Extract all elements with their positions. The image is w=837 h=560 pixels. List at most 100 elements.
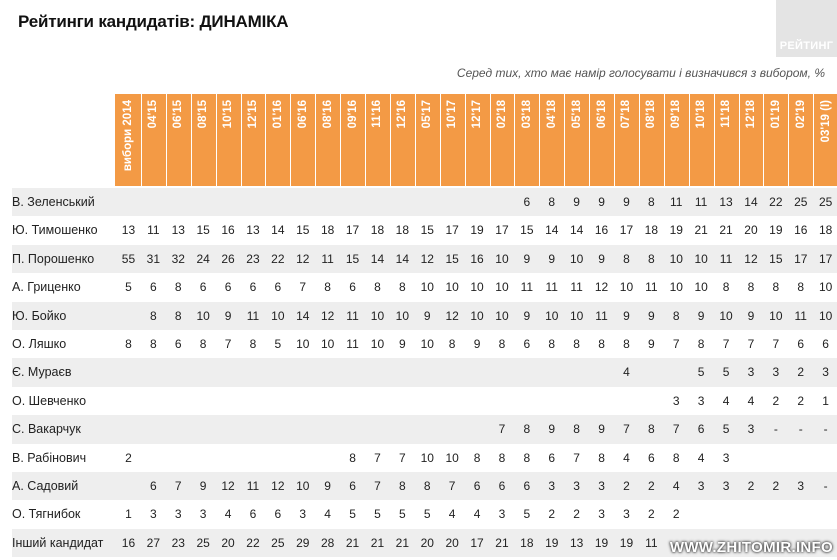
rating-value: 5 [274, 336, 282, 351]
column-header: 06'18 [589, 94, 614, 186]
rating-value: 6 [498, 478, 506, 493]
rating-value: 15 [445, 251, 459, 266]
rating-value: 7 [224, 336, 232, 351]
rating-value: 8 [598, 336, 605, 351]
rating-value: 2 [623, 478, 630, 493]
header-separator [190, 94, 192, 186]
candidate-name: В. Рабінович [12, 450, 87, 465]
rating-value: 11 [246, 478, 260, 493]
rating-value: 55 [121, 251, 136, 266]
rating-value: 10 [669, 251, 683, 266]
candidate-name: Є. Мураєв [12, 365, 72, 380]
rating-value: 10 [694, 251, 708, 266]
column-header: 03'18 [514, 94, 539, 186]
rating-value: 2 [548, 507, 556, 522]
column-header: 12'15 [241, 94, 266, 186]
rating-value: 10 [669, 280, 683, 295]
rating-value: 6 [349, 478, 356, 493]
column-header: 11'18 [714, 94, 739, 186]
column-header-label: 01'19 [769, 100, 782, 129]
candidate-name: П. Порошенко [12, 251, 95, 266]
rating-value: 9 [598, 251, 605, 266]
rating-value: 14 [370, 251, 385, 266]
rating-value: 3 [174, 507, 182, 522]
rating-value: 7 [374, 450, 381, 465]
rating-value: 4 [448, 507, 456, 522]
column-header-label: 11'18 [720, 100, 733, 128]
rating-value: 8 [498, 336, 506, 351]
rating-value: 8 [623, 336, 630, 351]
rating-value: 18 [644, 223, 659, 238]
column-header-label: 06'18 [595, 100, 608, 129]
rating-value: 18 [370, 223, 385, 238]
header-separator [688, 94, 690, 186]
rating-value: 10 [569, 251, 584, 266]
candidate-name: С. Вакарчук [12, 422, 81, 437]
rating-value: 21 [719, 223, 733, 238]
rating-value: 10 [818, 280, 833, 295]
rating-value: 14 [545, 223, 559, 238]
rating-value: 20 [221, 535, 235, 550]
candidate-name: О. Шевченко [12, 393, 87, 408]
rating-value: 12 [320, 308, 335, 323]
rating-value: 8 [647, 422, 655, 437]
column-header-label: 12'16 [396, 100, 409, 129]
rating-value: 8 [573, 336, 580, 351]
header-separator [514, 94, 516, 186]
rating-value: 11 [570, 280, 583, 295]
rating-value: 11 [670, 195, 683, 209]
table-row: О. Ляшко 8 8 6 8 7 8 5 10 10 11 10 9 10 8 9 8 6 8 8 8 8 9 7 8 7 7 7… [12, 330, 837, 358]
rating-value: 10 [495, 280, 509, 295]
rating-value: 17 [818, 251, 833, 266]
rating-value: 1 [125, 507, 132, 522]
rating-value: 27 [146, 535, 161, 550]
rating-value: 18 [395, 223, 410, 238]
rating-value: 28 [320, 535, 335, 550]
rating-value: 5 [523, 507, 531, 522]
rating-value: 5 [697, 365, 705, 380]
ratings-table: В. Зеленський 6 8 9 9 9 8 11 11 13 14 22 25 25 Ю. Тимо… [12, 188, 837, 558]
rating-value: 11 [346, 336, 359, 351]
rating-value: 9 [647, 336, 655, 351]
rating-value: 2 [772, 393, 780, 408]
rating-value: 9 [548, 251, 556, 266]
rating-value: 11 [147, 223, 160, 238]
rating-value: 8 [672, 450, 680, 465]
rating-value: 6 [548, 450, 556, 465]
column-header: 01'16 [265, 94, 290, 186]
rating-value: 16 [594, 223, 609, 238]
rating-value: 9 [423, 308, 431, 323]
rating-value: 3 [697, 393, 705, 408]
column-header-label: 12'18 [744, 100, 757, 129]
rating-value: 8 [249, 336, 257, 351]
rating-value: 4 [697, 450, 705, 465]
table-row: В. Зеленський 6 8 9 9 9 8 11 11 13 14 22 25 25 [12, 188, 837, 217]
rating-value: 7 [573, 450, 580, 465]
rating-value: 17 [345, 223, 360, 238]
rating-value: 8 [324, 280, 331, 295]
rating-value: 8 [398, 478, 406, 493]
table-row: А. Гриценко 5 6 8 6 6 6 6 7 8 6 8 8 10 10 10 10 11 11 11 12 1… [12, 273, 837, 301]
rating-value: 12 [420, 251, 434, 266]
rating-value: 25 [271, 535, 285, 550]
header-separator [788, 94, 790, 186]
rating-value: 10 [296, 478, 310, 493]
column-header: 08'18 [639, 94, 664, 186]
rating-value: 11 [794, 308, 807, 323]
rating-value: 16 [470, 251, 484, 266]
column-header: 02'18 [490, 94, 515, 186]
rating-value: 12 [445, 308, 459, 323]
rating-value: 7 [747, 336, 755, 351]
rating-value: 8 [598, 450, 605, 465]
rating-value: 16 [121, 535, 136, 550]
rating-value: 22 [246, 535, 260, 550]
rating-value: 10 [495, 308, 509, 323]
column-header: 09'18 [664, 94, 689, 186]
column-header-label: 12'15 [246, 100, 259, 129]
column-header: 05'17 [415, 94, 440, 186]
column-header: 12'18 [739, 94, 764, 186]
column-header: 01'19 [763, 94, 788, 186]
candidate-name: Ю. Тимошенко [12, 223, 98, 238]
header-separator [713, 94, 715, 186]
rating-value: 8 [349, 450, 356, 465]
